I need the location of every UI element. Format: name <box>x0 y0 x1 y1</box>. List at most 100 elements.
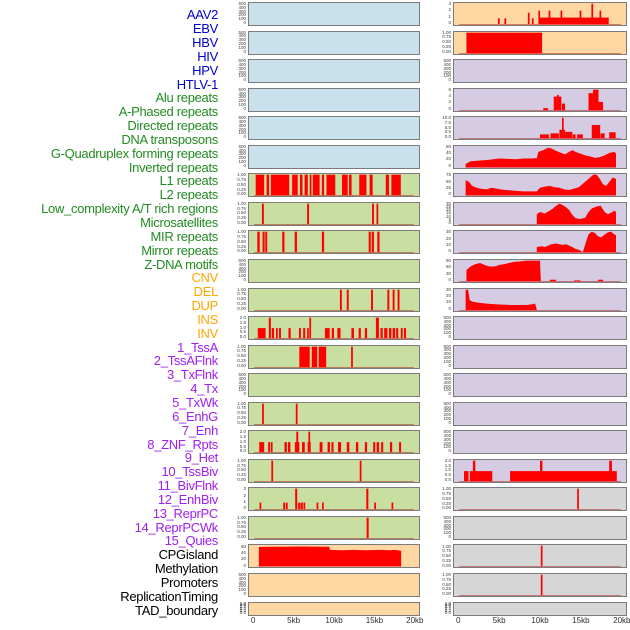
track-plot-inv <box>453 30 627 55</box>
track-label-dna-transposons: DNA transposons <box>121 131 218 147</box>
y-axis-tick-label: 400 <box>238 376 246 381</box>
y-axis-tick-label: 0.0 <box>444 476 451 482</box>
x-axis-tick-label: 5kb <box>492 616 506 625</box>
y-axis-tick-label: 100 <box>443 358 451 364</box>
track-plot-cpgisland <box>453 487 627 512</box>
y-axis-tick-label: 400 <box>238 147 246 153</box>
track-label-3-txflnk: 3_TxFlnk <box>166 367 218 383</box>
y-axis-tick-label: 0.50 <box>442 581 451 587</box>
track-label-aav2: AAV2 <box>186 7 218 23</box>
y-axis-tick-label: 200 <box>443 526 451 532</box>
y-axis-tick-label: 500 <box>238 58 246 64</box>
y-axis-tick-label: 300 <box>443 351 451 357</box>
track-plot-14-reprpcwk <box>453 430 627 455</box>
track-label-14-reprpcwk: 14_ReprPCWk <box>134 519 219 535</box>
track-plot-12-enhbiv <box>453 373 627 398</box>
track-plot-l2-repeats <box>248 373 420 398</box>
y-axis-tick-label: 1.00 <box>442 543 451 549</box>
y-axis-tick-label: 0.5 <box>239 443 246 449</box>
y-axis-tick-label: 0 <box>243 591 246 596</box>
y-axis-tick-label: 0.25 <box>237 300 246 306</box>
y-axis-tick-label: 300 <box>443 322 451 328</box>
y-axis-tick-label: 400 <box>443 518 451 524</box>
y-axis-tick-label: 30 <box>445 270 451 276</box>
y-axis-tick-label: 1.00 <box>237 457 246 463</box>
y-axis-tick-label: 0.75 <box>237 405 246 411</box>
y-axis-tick-label: 300 <box>238 265 246 271</box>
track-label-7-enh: 7_Enh <box>181 422 218 438</box>
track-plot-15-quies <box>453 458 627 483</box>
y-axis-tick-label: 200 <box>238 269 246 275</box>
y-axis-tick-label: 400 <box>443 433 451 439</box>
y-axis-tick-label: 1.00 <box>237 172 246 178</box>
track-plot-l1-repeats <box>248 344 420 369</box>
track-label-directed-repeats: Directed repeats <box>127 118 218 134</box>
y-axis-tick-label: 0.00 <box>237 419 246 425</box>
y-axis-tick-label: 20 <box>445 235 451 241</box>
y-axis-tick-label: 0.50 <box>237 238 246 244</box>
y-axis-tick-label: 400 <box>443 347 451 353</box>
y-axis-tick-label: 0 <box>448 362 451 368</box>
y-axis-tick-label: 400 <box>443 61 451 67</box>
y-axis-tick-label: 30 <box>445 286 451 292</box>
y-axis-tick-label: 0 <box>448 419 451 425</box>
y-axis-tick-label: 0.75 <box>442 34 451 40</box>
track-label-inv: INV <box>197 325 218 341</box>
y-axis-tick-label: 30 <box>445 200 451 206</box>
y-axis-tick-label: 100 <box>443 444 451 450</box>
y-axis-tick-label: 500 <box>443 429 451 435</box>
y-axis-tick-label: 200 <box>443 69 451 75</box>
y-axis-tick-label: 0 <box>448 276 451 282</box>
y-axis-tick-label: 0 <box>243 77 246 83</box>
y-axis-tick-label: 2.0 <box>239 429 246 435</box>
y-axis-tick-label: 0.0 <box>239 334 246 340</box>
track-plot-dup <box>248 601 420 616</box>
x-axis-tick-label: 15kb <box>572 616 590 625</box>
track-label-6-enhg: 6_EnhG <box>172 408 218 424</box>
y-axis-tick-label: 500 <box>443 343 451 349</box>
y-axis-tick-label: 100 <box>238 73 246 79</box>
y-axis-tick-label: 0.8 <box>239 602 246 608</box>
y-axis-tick-label: 300 <box>238 37 246 43</box>
y-axis-tick-label: 100 <box>238 16 246 22</box>
track-plot-2-tssaflnk <box>453 87 627 112</box>
track-label-15-quies: 15_Quies <box>164 533 219 549</box>
y-axis-tick-label: 1.00 <box>237 514 246 520</box>
y-axis-tick-label: 0.25 <box>442 43 451 49</box>
y-axis-tick-label: 1.0 <box>239 324 246 330</box>
track-plot-a-phased-repeats <box>248 201 420 226</box>
y-axis-tick-label: 0 <box>448 219 451 225</box>
y-axis-tick-label: 100 <box>443 387 451 393</box>
track-label-13-reprpc: 13_ReprPC <box>152 505 219 521</box>
y-axis-tick-label: 2 <box>243 492 246 498</box>
y-axis-tick-label: 5 <box>448 216 451 222</box>
y-axis-tick-label: 0.5 <box>444 472 451 478</box>
y-axis-tick-label: 1.0 <box>444 467 451 473</box>
y-axis-tick-label: 0.5 <box>239 329 246 335</box>
y-axis-tick-label: 2 <box>448 7 451 13</box>
track-plot-9-het <box>453 287 627 312</box>
y-axis-tick-label: 0.00 <box>442 48 451 54</box>
y-axis-tick-label: 100 <box>238 44 246 50</box>
y-axis-tick-label: 1.00 <box>237 400 246 406</box>
y-axis-tick-label: 0.50 <box>442 495 451 501</box>
y-axis-tick-label: 0 <box>243 562 246 568</box>
y-axis-tick-label: 0 <box>448 248 451 254</box>
y-axis-tick-label: 0.6 <box>444 604 451 610</box>
track-plot-hiv <box>248 87 420 112</box>
y-axis-tick-label: 2.5 <box>444 129 451 135</box>
y-axis-tick-label: 0 <box>448 533 451 539</box>
track-label-8-znf-rpts: 8_ZNF_Rpts <box>147 436 218 452</box>
y-axis-tick-label: 0.00 <box>237 362 246 368</box>
y-axis-tick-label: 0.25 <box>237 472 246 478</box>
y-axis-tick-label: 0 <box>448 191 451 197</box>
y-axis-tick-label: 60 <box>240 543 246 549</box>
y-axis-tick-label: 0.0 <box>444 134 451 140</box>
track-label-del: DEL <box>193 284 219 300</box>
y-axis-tick-label: 0.75 <box>237 205 246 211</box>
track-plot-directed-repeats <box>248 230 420 255</box>
y-axis-tick-label: 0.25 <box>237 186 246 192</box>
y-axis-tick-label: 500 <box>238 372 246 378</box>
y-axis-tick-label: 0.0 <box>239 448 246 454</box>
